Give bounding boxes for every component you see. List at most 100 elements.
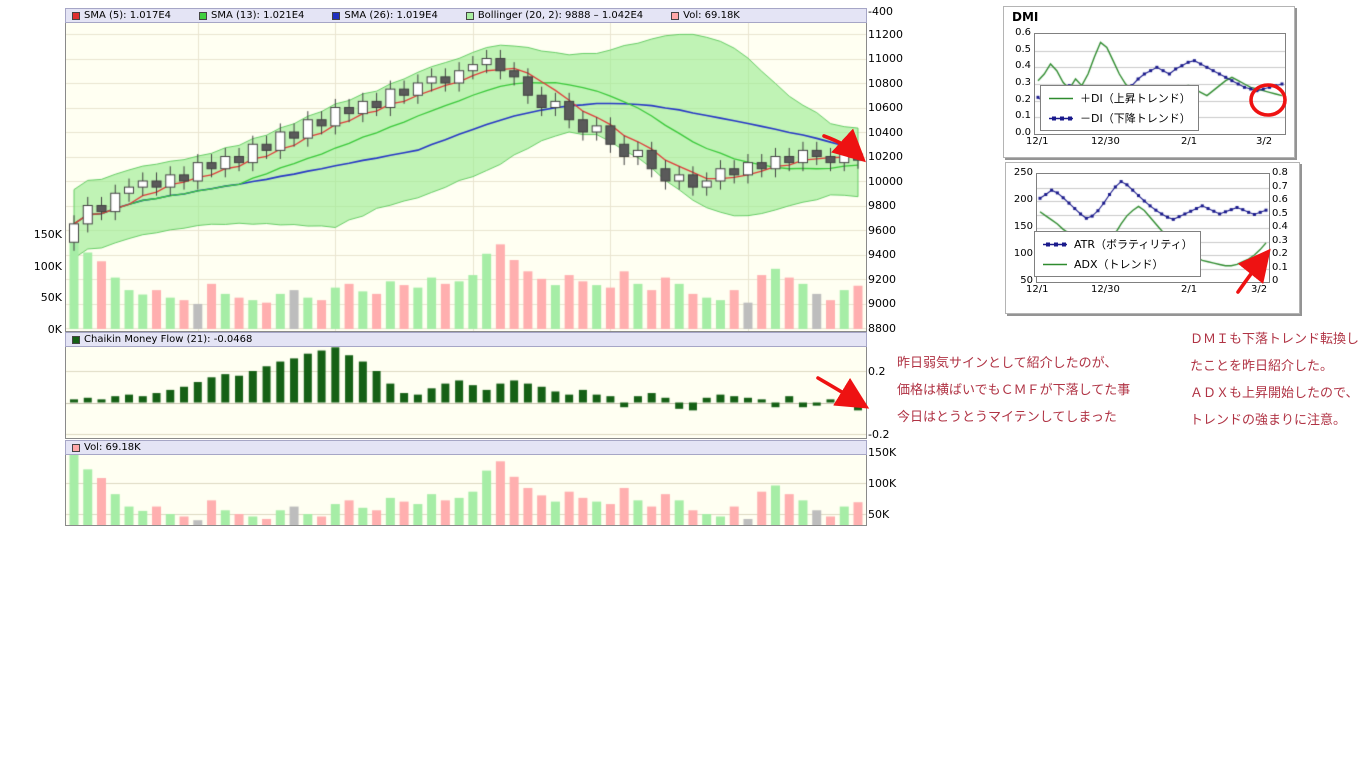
price-axis-tick: 8800 (868, 321, 896, 335)
legend-swatch (199, 11, 208, 20)
legend-row: －DI（下降トレンド） (1048, 110, 1191, 126)
atr-right-tick: 0 (1272, 275, 1279, 286)
legend-line-sample (1049, 116, 1073, 120)
legend-series-label: ADX（トレンド） (1074, 258, 1164, 271)
legend-line-sample (1049, 97, 1073, 99)
cmf-legend-label: Chaikin Money Flow (21): -0.0468 (84, 334, 253, 345)
legend-series-label: ATR（ボラティリティ） (1074, 238, 1193, 251)
cmf-panel: Chaikin Money Flow (21): -0.0468 (65, 332, 867, 439)
price-axis-tick: 10600 (868, 101, 903, 114)
volume-panel-axis-tick: 100K (868, 476, 897, 490)
cmf-comment-note: 昨日弱気サインとして紹介したのが、 価格は横ばいでもＣＭＦが下落してた事 今日はとう… (897, 350, 1130, 431)
volume-axis-left-tick: 150K (33, 228, 62, 242)
legend-label: SMA (26): 1.019E4 (344, 10, 438, 21)
dmi-y-tick: 0.3 (1015, 77, 1031, 88)
legend-item-1: SMA (13): 1.021E4 (199, 10, 304, 21)
price-axis-tick: 10800 (868, 76, 903, 90)
legend-item-4: Vol: 69.18K (671, 10, 740, 21)
note-line: たことを昨日紹介した。 (1190, 359, 1334, 374)
note-line: ＤＭＩも下落トレンド転換し (1190, 332, 1360, 347)
dmi-chart-title: DMI (1012, 10, 1039, 24)
atr-x-tick: 12/30 (1091, 284, 1120, 295)
atr-right-tick: 0.3 (1272, 234, 1288, 246)
dmi-y-tick: 0.1 (1015, 110, 1031, 122)
dmi-y-tick: 0.6 (1015, 27, 1031, 38)
volume-axis-left-tick: 0K (47, 322, 62, 336)
legend-label: SMA (13): 1.021E4 (211, 10, 305, 21)
atr-adx-chart-legend: ATR（ボラティリティ） ADX（トレンド） (1034, 231, 1201, 277)
dmi-x-tick: 2/1 (1181, 136, 1198, 147)
dmi-comment-note: ＤＭＩも下落トレンド転換し たことを昨日紹介した。 ＡＤＸも上昇開始したので、 トレン… (1190, 326, 1359, 434)
legend-row: ATR（ボラティリティ） (1042, 236, 1193, 252)
price-axis-top-label: -400 (868, 5, 893, 18)
legend-label: SMA (5): 1.017E4 (84, 10, 172, 21)
volume-legend-swatch (72, 443, 80, 452)
legend-swatch (671, 11, 680, 20)
atr-left-tick: 250 (1013, 167, 1033, 178)
legend-swatch (465, 11, 474, 20)
atr-right-tick: 0.7 (1272, 180, 1288, 192)
volume-legend: Vol: 69.18K (65, 440, 867, 455)
legend-item-0: SMA (5): 1.017E4 (72, 10, 171, 21)
note-line: 今日はとうとうマイテンしてしまった (897, 410, 1117, 425)
dmi-chart: DMI ＋DI（上昇トレンド） －DI（下降トレンド） 0.6 0.5 0.4 0.3 0… (1003, 6, 1295, 158)
atr-left-tick: 50 (1020, 275, 1033, 286)
atr-adx-chart: ATR（ボラティリティ） ADX（トレンド） 250 200 150 100 50 0.8 0… (1005, 162, 1300, 314)
atr-x-tick: 12/1 (1026, 284, 1049, 295)
price-axis-tick: 9400 (868, 248, 896, 261)
atr-right-tick: 0.8 (1272, 167, 1288, 178)
price-chart-panel: SMA (5): 1.017E4 SMA (13): 1.021E4 SMA (26… (65, 8, 867, 332)
cmf-legend: Chaikin Money Flow (21): -0.0468 (65, 332, 867, 347)
price-axis-tick: 9800 (868, 199, 896, 212)
price-axis-tick: 9200 (868, 272, 896, 286)
atr-x-tick: 2/1 (1181, 284, 1198, 295)
note-line: トレンドの強まりに注意。 (1190, 413, 1347, 428)
price-axis-tick: 10400 (868, 125, 903, 139)
dmi-y-tick: 0.2 (1015, 93, 1031, 105)
legend-row: ＋DI（上昇トレンド） (1048, 90, 1191, 106)
dmi-y-tick: 0.5 (1015, 43, 1031, 55)
note-line: 価格は横ばいでもＣＭＦが下落してた事 (897, 383, 1131, 398)
legend-line-sample (1043, 263, 1067, 265)
legend-row: ADX（トレンド） (1042, 256, 1193, 272)
volume-panel: Vol: 69.18K (65, 440, 867, 526)
price-axis-tick: 9600 (868, 223, 896, 237)
atr-right-tick: 0.2 (1272, 248, 1288, 259)
dmi-y-tick: 0.4 (1015, 60, 1031, 72)
atr-right-tick: 0.5 (1272, 207, 1288, 219)
cmf-axis-tick: -0.2 (868, 427, 890, 441)
atr-left-tick: 150 (1013, 221, 1033, 232)
legend-line-sample (1043, 242, 1067, 246)
legend-series-label: －DI（下降トレンド） (1080, 112, 1191, 125)
dmi-x-tick: 12/1 (1026, 136, 1049, 147)
legend-item-3: Bollinger (20, 2): 9888 – 1.042E4 (465, 10, 644, 21)
legend-label: Bollinger (20, 2): 9888 – 1.042E4 (477, 10, 644, 21)
legend-item-2: SMA (26): 1.019E4 (332, 10, 438, 21)
atr-left-tick: 100 (1013, 248, 1033, 259)
note-line: ＡＤＸも上昇開始したので、 (1190, 386, 1359, 401)
price-axis-tick: 9000 (868, 297, 896, 310)
price-axis-tick: 11000 (868, 52, 903, 65)
legend-series-label: ＋DI（上昇トレンド） (1080, 92, 1191, 105)
cmf-chart-canvas (65, 347, 867, 439)
volume-axis-left-tick: 50K (40, 291, 62, 305)
dmi-y-tick: 0.0 (1015, 127, 1031, 138)
price-chart-canvas (65, 23, 867, 332)
volume-legend-item: Vol: 69.18K (72, 442, 141, 453)
volume-chart-canvas (65, 455, 867, 526)
price-axis-tick: 11200 (868, 27, 903, 41)
atr-right-tick: 0.6 (1272, 194, 1288, 205)
price-chart-legend: SMA (5): 1.017E4 SMA (13): 1.021E4 SMA (26… (65, 8, 867, 23)
volume-legend-label: Vol: 69.18K (84, 442, 141, 453)
atr-right-tick: 0.1 (1272, 261, 1288, 273)
volume-panel-axis-tick: 50K (868, 507, 890, 521)
dmi-chart-legend: ＋DI（上昇トレンド） －DI（下降トレンド） (1040, 85, 1199, 131)
cmf-legend-swatch (72, 335, 80, 344)
volume-panel-axis-tick: 150K (868, 445, 897, 459)
legend-swatch (332, 11, 341, 20)
volume-axis-left-tick: 100K (33, 259, 62, 273)
cmf-axis-tick: 0.2 (868, 364, 886, 378)
price-axis-tick: 10000 (868, 174, 903, 188)
cmf-legend-item: Chaikin Money Flow (21): -0.0468 (72, 334, 252, 345)
